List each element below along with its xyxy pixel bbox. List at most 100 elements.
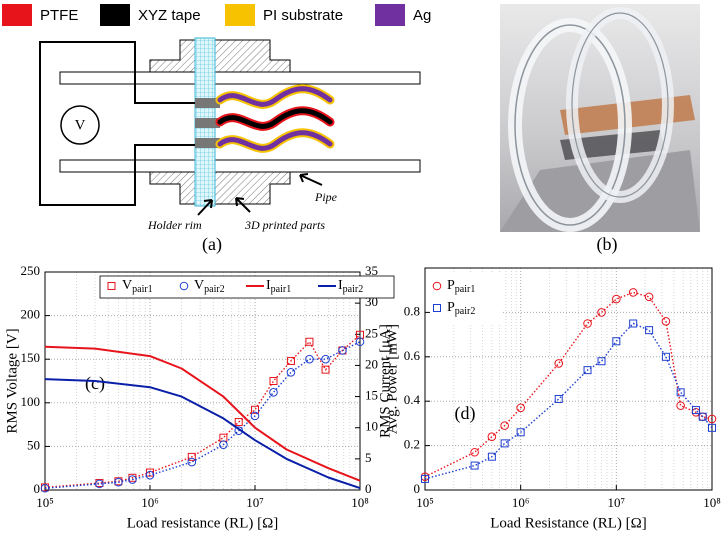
marker (286, 367, 296, 377)
marker (269, 377, 278, 385)
y2-tick-label: 25 (365, 325, 378, 340)
x-tick-label: 10⁵ (36, 495, 54, 510)
x-tick-label: 10⁷ (246, 495, 264, 510)
marker (661, 352, 670, 361)
marker (516, 403, 525, 413)
marker (707, 414, 717, 424)
y-tick-label: 0.2 (404, 437, 420, 452)
marker (234, 417, 243, 426)
material-legend: PTFE XYZ tape PI substrate Ag (2, 4, 431, 26)
marker (691, 406, 700, 415)
marker (597, 308, 606, 317)
marker (321, 365, 330, 374)
y-tick-label: 250 (21, 263, 41, 278)
y2-tick-label: 0 (365, 481, 372, 496)
y-tick-label: 0.8 (404, 303, 420, 318)
marker (114, 477, 123, 487)
marker (628, 288, 638, 297)
x-axis-label: Load Resistance (RL) [Ω] (490, 515, 647, 531)
fit-line (424, 322, 713, 480)
marker (554, 394, 563, 403)
y-tick-label: 200 (21, 307, 41, 322)
legend-label: Ipair1 (266, 278, 291, 295)
meter-label: V (75, 117, 86, 133)
marker (645, 326, 654, 335)
legend-label: XYZ tape (138, 7, 201, 24)
marker (187, 457, 197, 467)
y-axis-label: Avg. Power [mW] (384, 324, 400, 434)
marker (40, 483, 50, 493)
legend-marker (432, 281, 442, 291)
x-tick-label: 10⁷ (608, 495, 626, 510)
x-axis-label: Load resistance (RL) [Ω] (127, 515, 279, 531)
y2-tick-label: 35 (365, 263, 378, 278)
y2-tick-label: 20 (365, 356, 378, 371)
marker (597, 357, 606, 366)
marker (661, 316, 671, 326)
legend-marker (107, 282, 116, 290)
legend-label: PI substrate (263, 7, 343, 24)
marker (487, 432, 497, 442)
y-tick-label: 0.6 (404, 348, 421, 363)
marker (470, 447, 479, 457)
parts-label: 3D printed parts (244, 218, 325, 232)
photo (500, 4, 700, 232)
marker (146, 468, 154, 477)
line (44, 345, 361, 482)
marker (145, 470, 155, 480)
marker (612, 294, 621, 304)
y-tick-label: 0.4 (404, 392, 421, 407)
marker (421, 474, 429, 483)
marker (583, 319, 592, 328)
marker (629, 319, 638, 328)
legend-label: Ag (413, 7, 431, 24)
x-tick-label: 10⁶ (512, 495, 530, 510)
marker (250, 411, 260, 421)
plot-frame (424, 267, 713, 491)
marker (554, 359, 564, 368)
y-tick-label: 150 (21, 350, 41, 365)
pipe-label: Pipe (314, 190, 338, 204)
panel-label: (c) (85, 373, 105, 394)
marker (516, 428, 525, 437)
marker (676, 388, 685, 397)
marker (676, 401, 685, 410)
marker (95, 479, 104, 489)
marker (286, 356, 295, 365)
y-tick-label: 0 (414, 481, 421, 496)
marker (187, 452, 196, 461)
y-tick-label: 0 (34, 481, 41, 496)
marker (644, 292, 654, 302)
legend-box (431, 274, 501, 324)
panel-label: (a) (202, 234, 222, 255)
legend-label: Vpair1 (122, 278, 153, 295)
legend-swatch (2, 4, 32, 26)
line (44, 378, 361, 490)
x-tick-label: 10⁶ (141, 495, 159, 510)
schematic (39, 37, 421, 216)
legend-marker (433, 304, 441, 312)
plot-frame (44, 271, 361, 491)
panel-label: (b) (597, 234, 618, 255)
legend-label: Ipair2 (338, 278, 363, 295)
marker (219, 440, 228, 449)
marker (708, 423, 716, 432)
holder-label: Holder rim (147, 218, 202, 232)
y2-tick-label: 5 (365, 450, 372, 465)
marker (487, 452, 496, 461)
legend-label: PTFE (40, 7, 78, 24)
panel-label: (d) (455, 403, 476, 424)
y-tick-label: 100 (21, 394, 41, 409)
marker (500, 439, 509, 448)
legend-label: Ppair1 (447, 278, 475, 295)
fit-line (44, 341, 361, 489)
legend-swatch (375, 4, 405, 26)
fit-line (44, 334, 361, 489)
legend-swatch (225, 4, 255, 26)
marker (355, 337, 365, 347)
legend-label: Vpair2 (194, 278, 225, 295)
marker (698, 412, 707, 421)
marker (321, 354, 330, 364)
marker (251, 405, 259, 414)
x-tick-label: 10⁸ (351, 495, 369, 510)
